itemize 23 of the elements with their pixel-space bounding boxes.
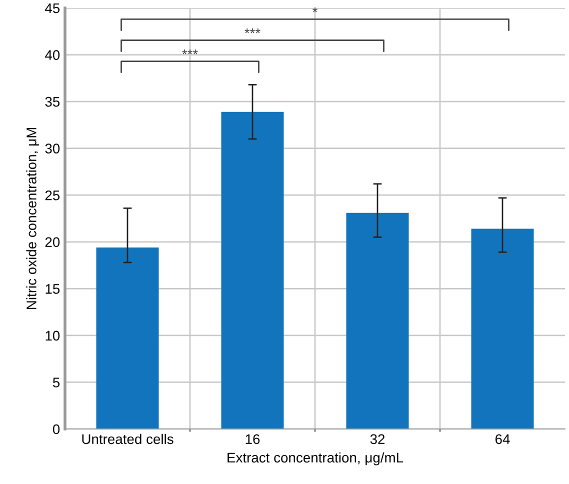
y-tick-label: 20 xyxy=(45,237,60,248)
bar xyxy=(221,112,284,429)
y-tick-label: 45 xyxy=(45,3,60,14)
y-tick-label: 15 xyxy=(46,284,60,294)
x-axis-title: Extract concentration, μg/mL xyxy=(228,452,404,466)
y-tick-label: 10 xyxy=(46,330,60,341)
x-tick-label: Untreated cells xyxy=(82,434,174,444)
bar xyxy=(471,228,534,429)
annotation: * xyxy=(312,7,318,12)
x-tick-label: 16 xyxy=(246,434,260,444)
y-tick-label: 40 xyxy=(45,50,60,60)
annotation: *** xyxy=(182,49,198,54)
y-tick-label: 30 xyxy=(45,144,60,154)
y-tick-label: 5 xyxy=(52,378,60,388)
y-tick-label: 25 xyxy=(45,190,60,200)
y-axis-title: Nitric oxide concentration, μM xyxy=(26,128,39,309)
y-tick-label: 35 xyxy=(45,96,60,107)
annotation: *** xyxy=(244,28,260,34)
bar xyxy=(346,212,409,429)
x-tick-label: 64 xyxy=(495,434,510,444)
x-tick-label: 32 xyxy=(370,434,385,444)
bar xyxy=(96,248,159,429)
y-tick-label: 0 xyxy=(52,424,60,434)
